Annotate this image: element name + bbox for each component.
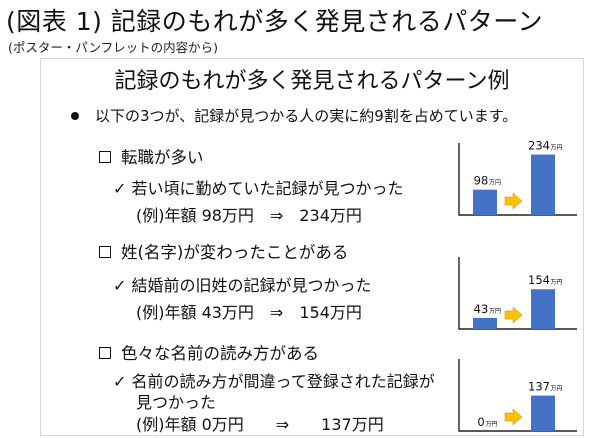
checkbox-square-icon [99,347,111,359]
checkbox-square-icon [99,246,111,258]
slide-panel: 記録のもれが多く発見されるパターン例 以下の3つが、記録が見つかる人の実に約9割… [40,58,584,436]
bar-value-label: 234 [528,139,550,153]
arrow-right-icon [504,306,523,324]
slide-title: 記録のもれが多く発見されるパターン例 [114,69,510,94]
bar-before [473,189,497,215]
pattern-3-example: (例)年額 0万円 ⇒ 137万円 [136,415,384,434]
pattern-3-title: 色々な名前の読み方がある [121,344,319,363]
bar-after [531,395,555,431]
bar-value-label: 43 [474,302,489,316]
bar-after [531,154,555,215]
pattern-2-example: (例)年額 43万円 ⇒ 154万円 [136,303,362,322]
bar-unit-label: 万円 [489,180,501,187]
bar-value-label: 98 [474,174,489,188]
bar-unit-label: 万円 [551,386,563,393]
bar-unit-label: 万円 [551,145,563,152]
pattern-1-example: (例)年額 98万円 ⇒ 234万円 [136,206,362,225]
figure-subtitle: (ポスター・パンフレットの内容から) [8,40,219,55]
checkbox-square-icon [99,151,111,163]
pattern-3-desc-line-2: 見つかった [136,393,217,412]
pattern-2-title: 姓(名字)が変わったことがある [121,243,349,262]
arrow-right-icon [504,408,523,426]
bar-unit-label: 万円 [489,308,501,315]
bar-value-label: 0 [477,415,484,429]
figure-title: (図表 1) 記録のもれが多く発見されるパターン [6,7,544,36]
intro-text: 以下の3つが、記録が見つかる人の実に約9割を占めています。 [95,107,518,125]
pattern-1-title: 転職が多い [121,148,204,167]
pattern-2-desc: ✓ 結婚前の旧姓の記録が見つかった [113,276,372,295]
bar-before [473,317,497,329]
bar-value-label: 154 [528,273,550,287]
arrow-right-icon [504,192,523,210]
bar-value-label: 137 [528,380,550,394]
bullet-dot-icon [71,112,79,120]
bar-unit-label: 万円 [551,279,563,286]
bar-unit-label: 万円 [486,421,498,428]
pattern-3-desc-line-1: ✓ 名前の読み方が間違って登録された記録が [113,372,435,391]
pattern-1-desc: ✓ 若い頃に勤めていた記録が見つかった [113,179,404,198]
bar-after [531,289,555,329]
